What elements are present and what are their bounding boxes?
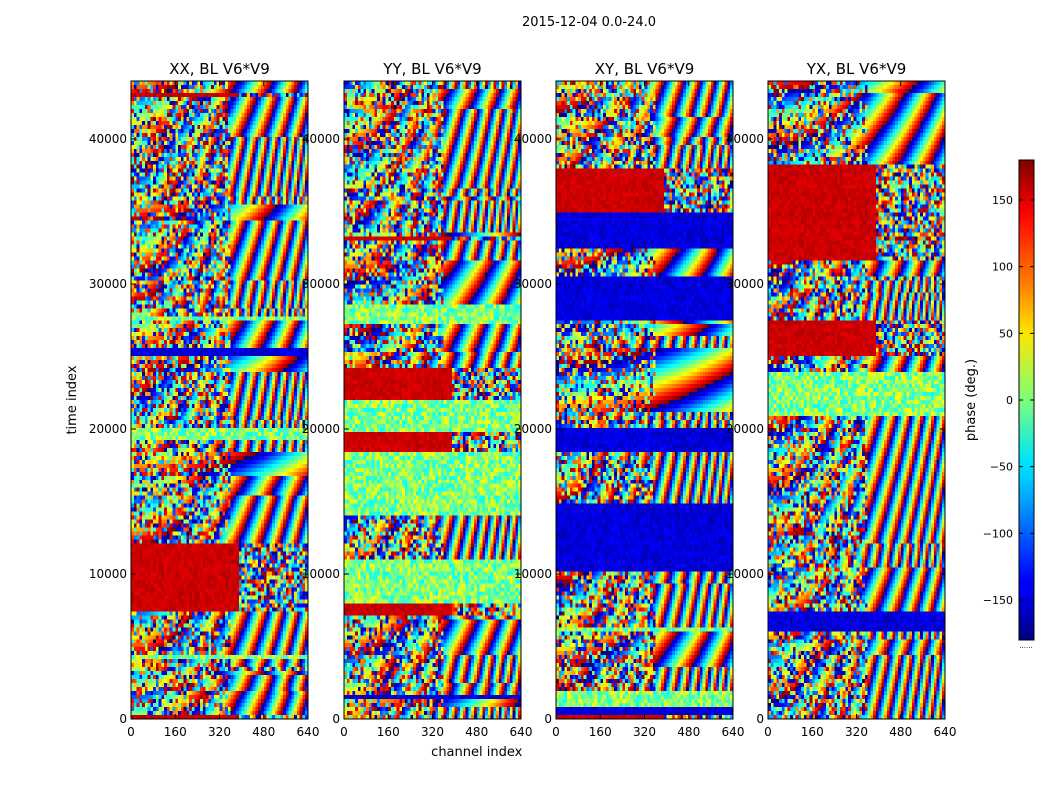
y-tick-label: 30000 (726, 277, 764, 291)
x-tick-label: 0 (127, 725, 135, 739)
y-tick-label: 30000 (302, 277, 340, 291)
colorbar-footer: ...... (1019, 642, 1032, 650)
x-tick-label: 0 (552, 725, 560, 739)
y-tick-label: 10000 (726, 567, 764, 581)
x-tick-label: 320 (208, 725, 231, 739)
colorbar: 150 100 50 0 −50 −100 −150 phase (deg.) ...... (964, 159, 1035, 650)
x-tick-label: 160 (164, 725, 187, 739)
y-tick-label: 10000 (302, 567, 340, 581)
panel-2: XY, BL V6*V9 0 160 320 480 640 0 10000 20000 3000… (514, 60, 745, 739)
y-tick-label: 10000 (89, 567, 127, 581)
y-tick-label: 10000 (514, 567, 552, 581)
y-tick-label: 40000 (302, 132, 340, 146)
y-tick-label: 20000 (726, 422, 764, 436)
panel-3: YX, BL V6*V9 0 160 320 480 640 0 10000 20000 3000… (726, 60, 957, 739)
panel-title: XX, BL V6*V9 (169, 60, 270, 78)
x-tick-label: 640 (722, 725, 745, 739)
phase-heatmap-image (131, 81, 308, 719)
x-tick-label: 480 (677, 725, 700, 739)
x-tick-label: 480 (465, 725, 488, 739)
colorbar-tick-label: −100 (983, 527, 1013, 540)
figure-suptitle: 2015-12-04 0.0-24.0 (522, 15, 656, 30)
x-tick-label: 0 (340, 725, 348, 739)
x-tick-label: 640 (297, 725, 320, 739)
y-tick-label: 40000 (89, 132, 127, 146)
x-tick-label: 160 (377, 725, 400, 739)
panels: XX, BL V6*V9 0 160 320 480 640 0 10000 20000 3000… (65, 60, 956, 760)
y-axis-label: time index (65, 365, 80, 434)
panel-0: XX, BL V6*V9 0 160 320 480 640 0 10000 20000 3000… (65, 60, 319, 739)
colorbar-tick-label: 50 (999, 327, 1013, 340)
panel-title: XY, BL V6*V9 (595, 60, 695, 78)
colorbar-label: phase (deg.) (964, 359, 979, 441)
x-tick-label: 0 (764, 725, 772, 739)
y-tick-label: 0 (332, 712, 340, 726)
panel-1: YY, BL V6*V9 0 160 320 480 640 0 10000 20000 3000… (302, 60, 533, 760)
y-tick-label: 20000 (302, 422, 340, 436)
x-tick-label: 480 (889, 725, 912, 739)
x-axis-label: channel index (431, 745, 522, 760)
colorbar-tick-label: −150 (983, 594, 1013, 607)
y-tick-label: 30000 (514, 277, 552, 291)
x-tick-label: 640 (934, 725, 957, 739)
colorbar-tick-label: −50 (990, 461, 1013, 474)
x-tick-label: 320 (421, 725, 444, 739)
y-tick-label: 20000 (89, 422, 127, 436)
panel-title: YY, BL V6*V9 (382, 60, 481, 78)
x-tick-label: 320 (633, 725, 656, 739)
colorbar-ticks: 150 100 50 0 −50 −100 −150 (983, 194, 1034, 607)
x-tick-label: 160 (589, 725, 612, 739)
colorbar-tick-label: 150 (992, 194, 1013, 207)
y-tick-label: 0 (756, 712, 764, 726)
phase-heatmap-image (556, 81, 733, 719)
y-tick-label: 0 (119, 712, 127, 726)
y-tick-label: 0 (544, 712, 552, 726)
x-tick-label: 160 (801, 725, 824, 739)
y-tick-label: 20000 (514, 422, 552, 436)
colorbar-tick-label: 100 (992, 261, 1013, 274)
y-tick-label: 30000 (89, 277, 127, 291)
x-tick-label: 320 (845, 725, 868, 739)
colorbar-tick-label: 0 (1006, 394, 1013, 407)
phase-heatmap-image (344, 81, 521, 719)
y-tick-label: 40000 (514, 132, 552, 146)
x-tick-label: 480 (252, 725, 275, 739)
phase-heatmap-image (768, 81, 945, 719)
panel-title: YX, BL V6*V9 (806, 60, 907, 78)
y-tick-label: 40000 (726, 132, 764, 146)
x-tick-label: 640 (510, 725, 533, 739)
